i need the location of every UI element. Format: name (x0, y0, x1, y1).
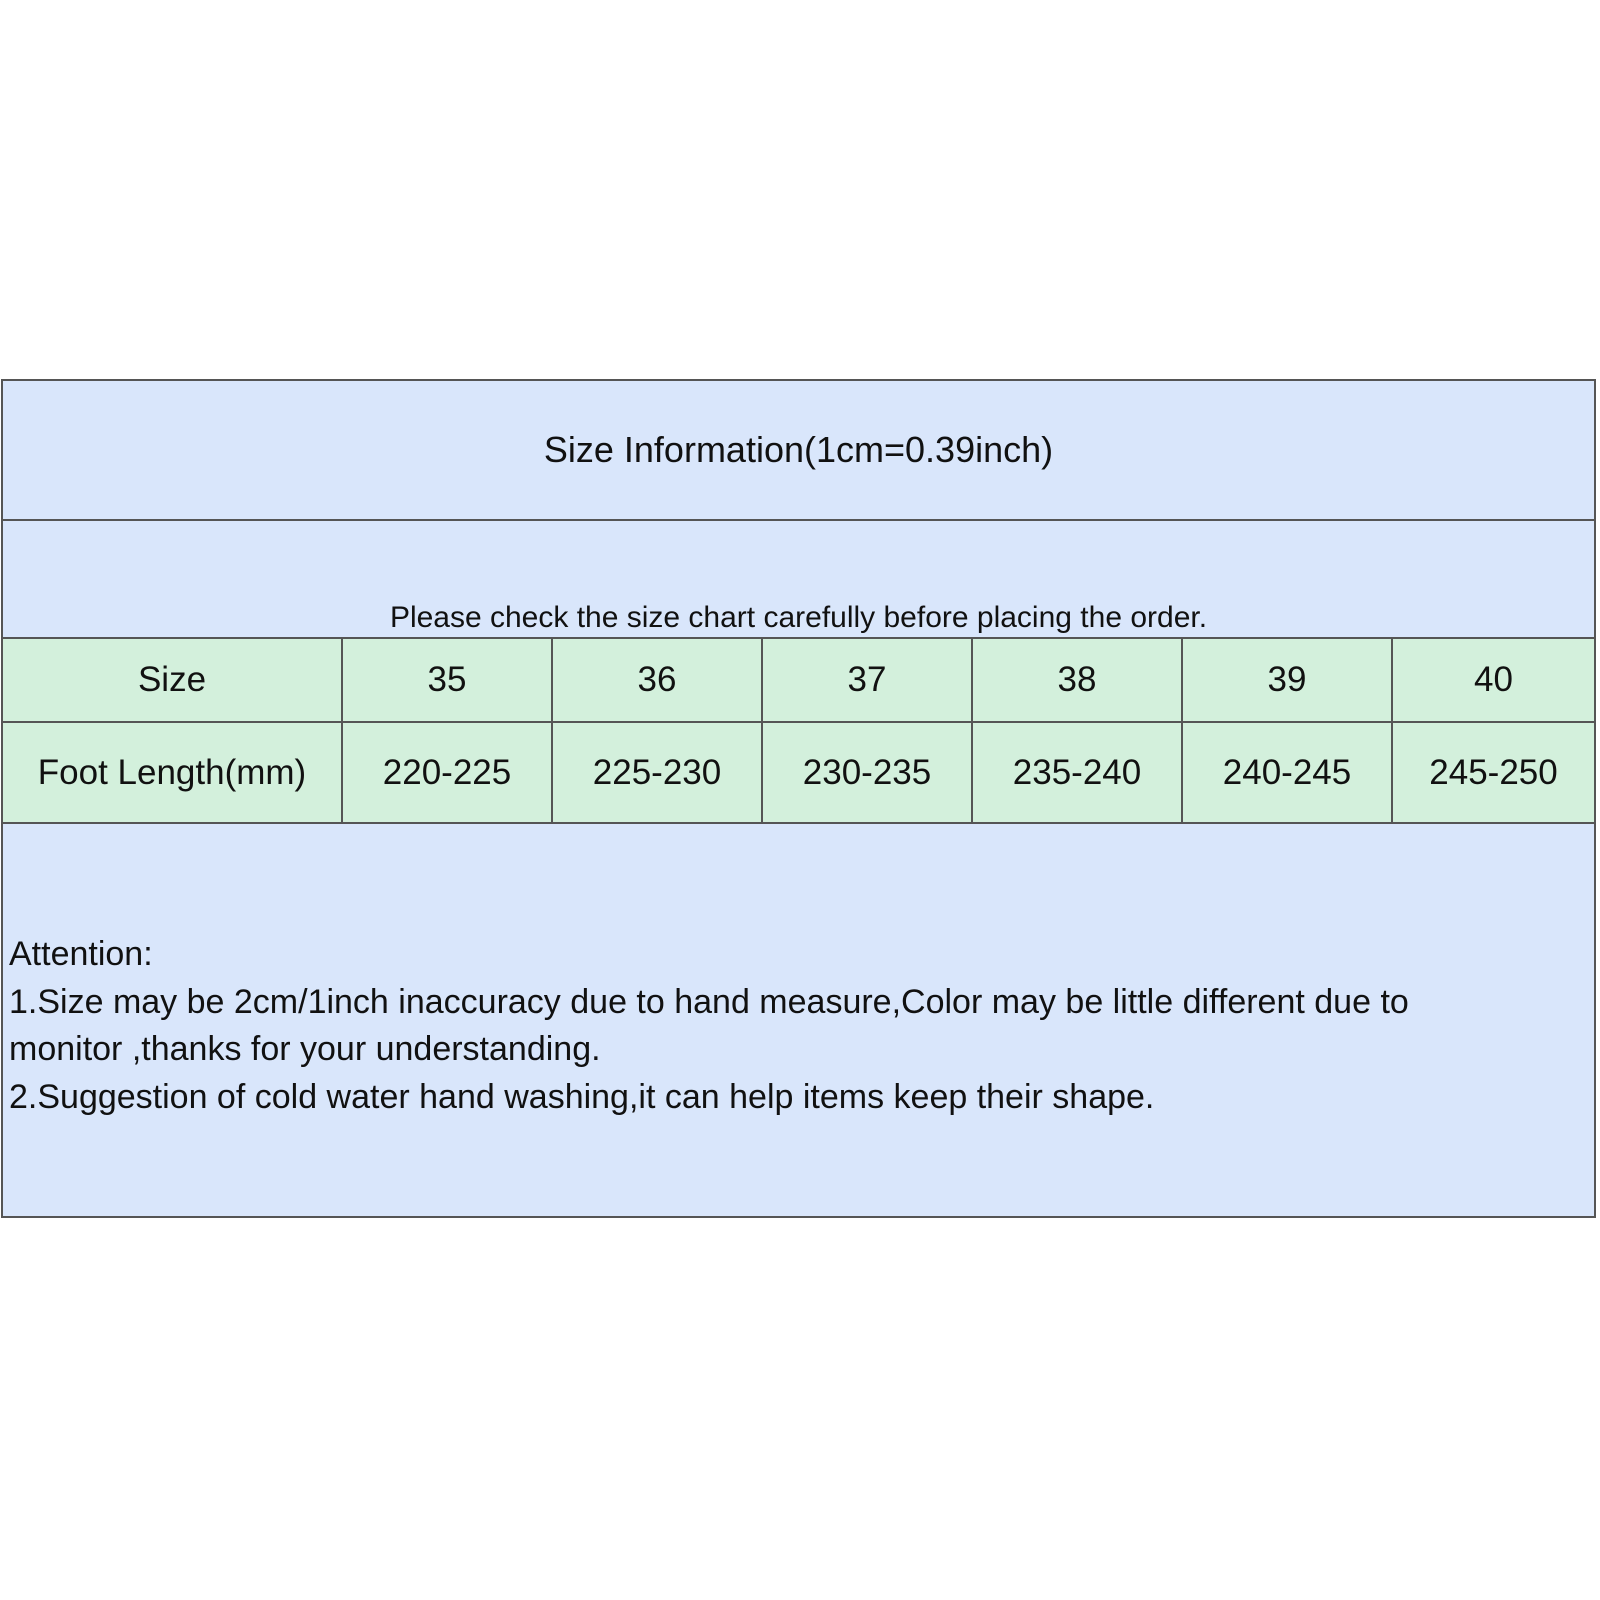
attention-line: 1.Size may be 2cm/1inch inaccuracy due t… (9, 982, 1409, 1021)
table-header-row: Size 35 36 37 38 39 40 (3, 639, 1594, 723)
header-cell: 36 (551, 639, 761, 721)
attention-notes: Attention: 1.Size may be 2cm/1inch inacc… (9, 931, 1584, 1121)
header-cell: 39 (1181, 639, 1391, 721)
attention-heading: Attention: (9, 935, 153, 973)
table-cell: 245-250 (1391, 723, 1594, 822)
table-cell: Foot Length(mm) (37, 752, 307, 792)
header-cell: 38 (971, 639, 1181, 721)
table-row: Foot Length(mm) 220-225 225-230 230-235 … (3, 723, 1594, 824)
table-cell: 230-235 (761, 723, 971, 822)
chart-title: Size Information(1cm=0.39inch) (3, 381, 1594, 521)
header-cell: 40 (1391, 639, 1594, 721)
chart-subtitle: Please check the size chart carefully be… (3, 521, 1594, 639)
header-cell: 35 (341, 639, 551, 721)
table-cell: 235-240 (971, 723, 1181, 822)
attention-line: 2.Suggestion of cold water hand washing,… (9, 1077, 1155, 1116)
header-cell: 37 (761, 639, 971, 721)
table-cell: 220-225 (341, 723, 551, 822)
size-chart: Size Information(1cm=0.39inch) Please ch… (1, 379, 1596, 1218)
table-cell: 240-245 (1181, 723, 1391, 822)
header-cell: Size (137, 660, 207, 699)
table-cell: 225-230 (551, 723, 761, 822)
attention-line: monitor ,thanks for your understanding. (9, 1030, 601, 1068)
